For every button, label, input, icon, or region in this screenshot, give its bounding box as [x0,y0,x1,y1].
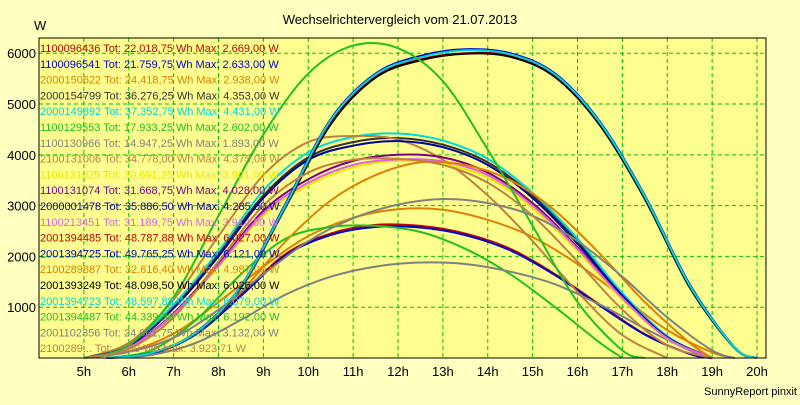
chart-title: Wechselrichtervergleich vom 21.07.2013 [283,12,518,27]
legend-entry: 1100213451 Tot: 31.189,75 Wh Max: 3.914,… [40,217,279,229]
legend-entry: 2001394723 Tot: 48.597,88 Wh Max: 6.079,… [40,296,280,308]
x-tick-label: 19h [701,364,723,379]
footer-credit: SunnyReport pinxit [704,386,797,398]
series-line-2100131006 [83,134,668,359]
legend-entry: 2001394487 Tot: 44.339,38 Wh Max: 6.192,… [40,312,280,324]
series-line-2001394487 [83,41,646,359]
legend-entry: 1100096541 Tot: 21.759,75 Wh Max: 2.633,… [40,59,279,71]
legend-entry: 1100096436 Tot: 22.018,75 Wh Max: 2.669,… [40,43,279,55]
series-line-2000001478 [83,140,713,359]
y-tick-label: 2000 [7,249,36,264]
x-tick-label: 17h [612,364,634,379]
legend-entry: 2100131006 Tot: 34.778,00 Wh Max: 4.375,… [40,154,280,166]
x-tick-label: 11h [343,364,364,379]
y-tick-label: 3000 [7,199,36,214]
legend-entry: 2000150622 Tot: 24.418,75 Wh Max: 2.938,… [40,75,280,87]
series-line-2001102356 [83,197,735,359]
x-tick-label: 7h [166,364,180,379]
series-line-1100096541 [106,225,713,359]
legend-entry: 2100289887 Tot: 32.616,40 Wh Max: 4.987,… [40,264,280,276]
series-lines [83,41,758,359]
legend-entry: 1100131025 Tot: 30.691,25 Wh Max: 3.901,… [40,169,279,181]
x-tick-label: 20h [746,364,768,379]
legend-entry: 2000001478 Tot: 35.886,50 Wh Max: 4.285,… [40,201,280,213]
x-tick-label: 12h [387,364,409,379]
y-tick-labels: 1000 2000 3000 4000 5000 6000 [7,46,36,315]
y-tick-label: 1000 [7,300,36,315]
series-line-1100130966 [106,261,713,359]
x-tick-label: 13h [432,364,454,379]
legend-entry: 2000149892 Tot: 37.352,75 Wh Max: 4.431,… [40,106,280,118]
y-tick-label: 5000 [7,97,36,112]
series-line-2000149892 [83,132,713,359]
legend: 1100096436 Tot: 22.018,75 Wh Max: 2.669,… [40,43,280,355]
legend-entry: 1100129553 Tot: 17.933,25 Wh Max: 2.602,… [40,122,279,134]
plot-frame [38,37,767,359]
legend-entry: 2001394485 Tot: 48.787,88 Wh Max: 6.027,… [40,233,280,245]
legend-entry: 1100131074 Tot: 31.668,75 Wh Max: 4.028,… [40,185,279,197]
x-tick-label: 8h [211,364,225,379]
grid-lines [39,38,766,358]
legend-entry: 2001393249 Tot: 48.098,50 Wh Max: 6.026,… [40,280,280,292]
legend-entry: 2000154799 Tot: 36.276,25 Wh Max: 4.353,… [40,90,280,102]
x-tick-label: 10h [297,364,319,379]
x-tick-labels: 5h 6h 7h 8h 9h 10h 11h 12h 13h 14h 15h 16h 17h 18h 19h… [77,364,768,379]
legend-entry: 2001102356 Tot: 24.061,75 Wh Max: 3.132,… [40,327,279,339]
y-tick-label: 6000 [7,46,36,61]
x-tick-label: 16h [567,364,589,379]
x-tick-label: 5h [77,364,91,379]
series-line-1100129553 [106,224,623,359]
x-tick-label: 18h [656,364,678,379]
series-line-2100289xxx [83,157,713,359]
x-tick-label: 14h [477,364,499,379]
legend-entry: 2001394725 Tot: 49.765,25 Wh Max: 6.121,… [40,248,280,260]
x-tick-label: 9h [256,364,270,379]
x-tick-label: 6h [122,364,136,379]
x-tick-label: 15h [522,364,544,379]
y-tick-label: 4000 [7,148,36,163]
y-axis-label: W [34,18,47,33]
legend-entry: 2100289... Tot: ...,50 Wh Max: 3.923,71 … [40,343,246,355]
legend-entry: 1100130966 Tot: 14.947,25 Wh Max: 1.893,… [40,138,279,150]
